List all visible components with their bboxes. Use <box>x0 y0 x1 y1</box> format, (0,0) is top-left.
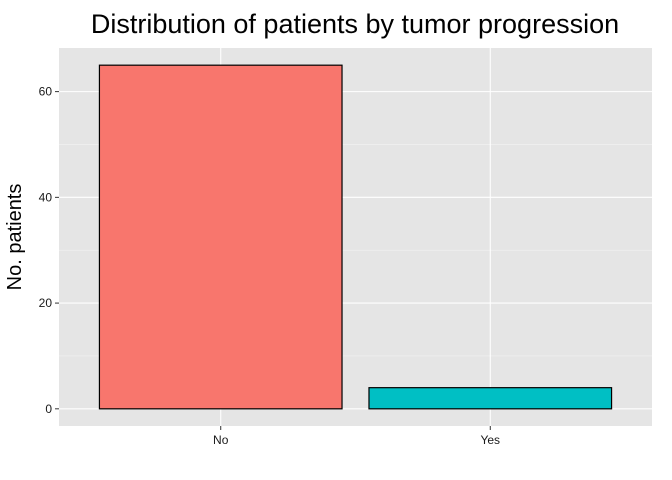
x-tick-label: No <box>213 433 229 447</box>
x-tick-label: Yes <box>480 433 500 447</box>
y-tick-label: 40 <box>39 190 53 204</box>
y-tick-label: 60 <box>39 85 53 99</box>
chart-title: Distribution of patients by tumor progre… <box>91 9 619 39</box>
x-axis: No Yes <box>213 426 500 447</box>
bar-yes <box>368 387 613 410</box>
bar-no <box>98 64 343 410</box>
y-axis: 0 20 40 60 <box>39 85 59 416</box>
y-tick-label: 0 <box>45 402 52 416</box>
bars <box>98 64 613 410</box>
y-axis-title: No. patients <box>4 184 26 291</box>
y-tick-label: 20 <box>39 296 53 310</box>
